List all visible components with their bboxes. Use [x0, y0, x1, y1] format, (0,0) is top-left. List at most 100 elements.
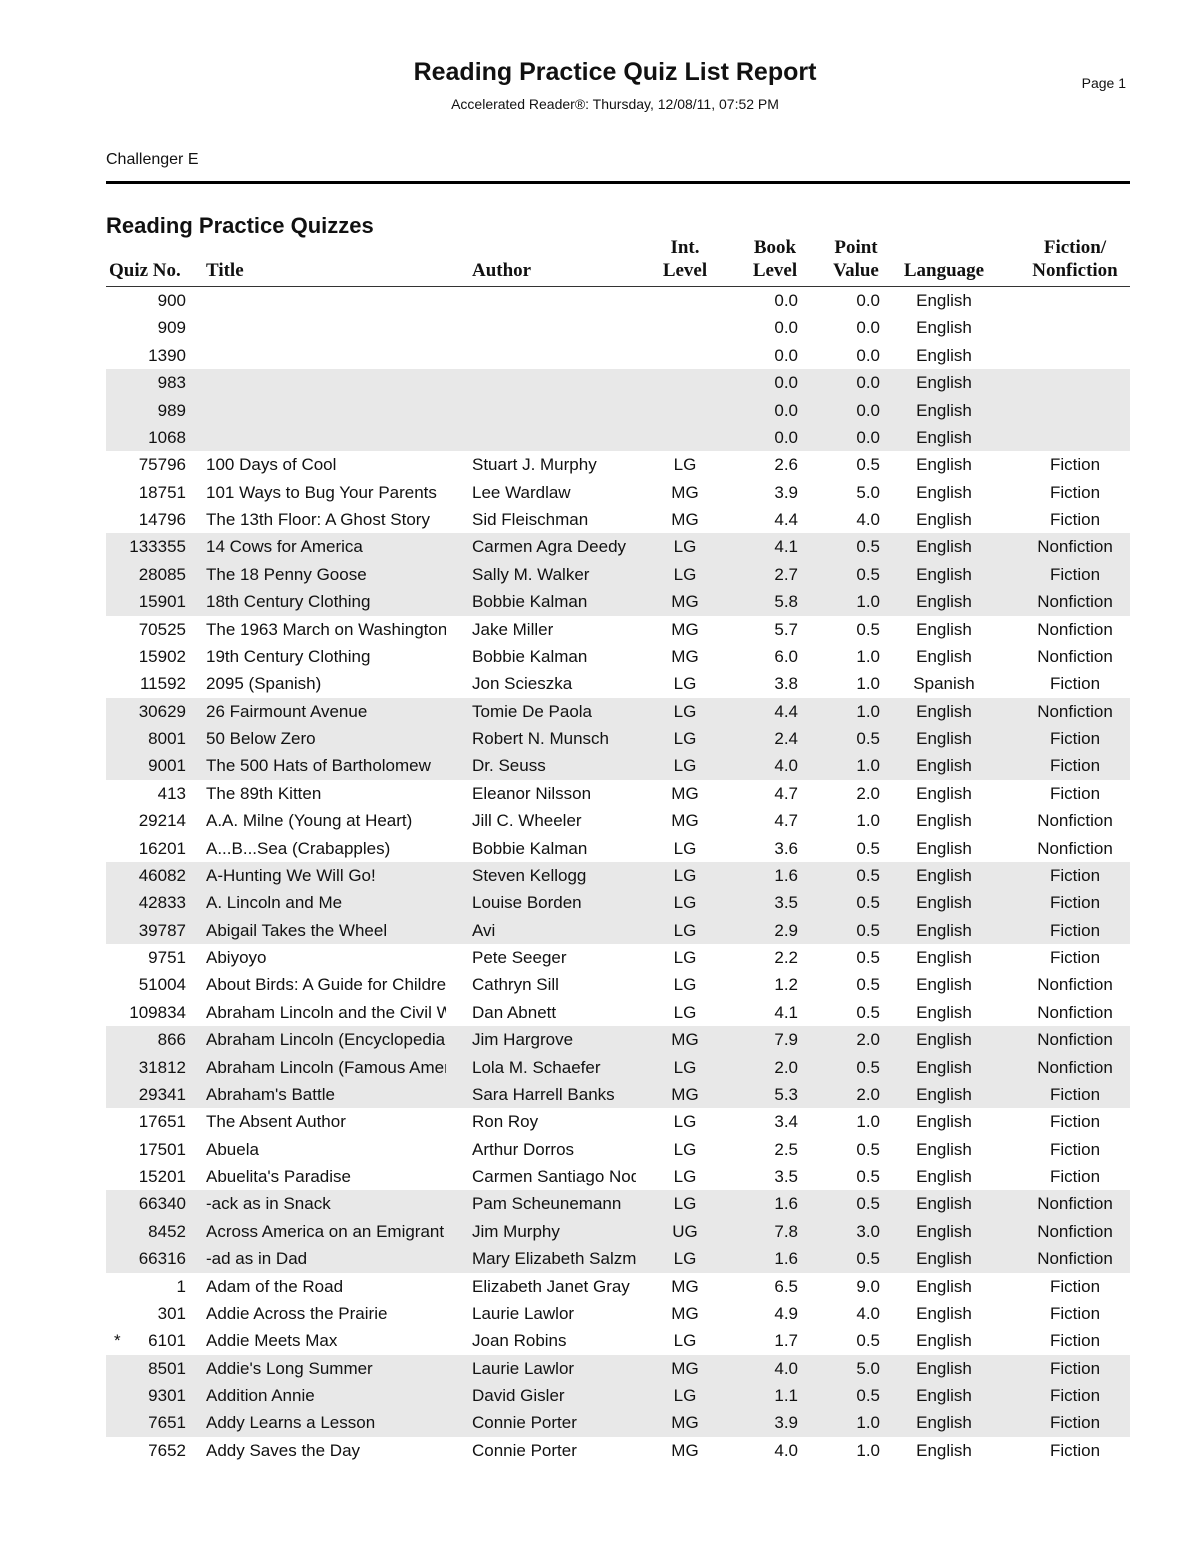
- cell-int-level: LG: [673, 1249, 697, 1269]
- cell-quiz-no: 866: [157, 1030, 186, 1050]
- cell-book-level: 4.9: [774, 1303, 798, 1323]
- cell-author: Bobbie Kalman: [472, 592, 588, 612]
- cell-language: English: [916, 1167, 972, 1186]
- table-row: 18751 101 Ways to Bug Your Parents Lee War…: [106, 479, 1130, 506]
- cell-point-value: 0.5: [856, 537, 880, 557]
- cell-title: The 89th Kitten: [206, 783, 322, 803]
- cell-point-value: 0.0: [856, 400, 880, 420]
- cell-book-level: 3.9: [774, 1413, 798, 1433]
- cell-book-level: 5.3: [774, 1084, 798, 1104]
- cell-book-level: 1.6: [774, 1194, 798, 1214]
- cell-author: Laurie Lawlor: [472, 1303, 575, 1323]
- cell-title: Abraham's Battle: [206, 1084, 335, 1104]
- cell-title: A-Hunting We Will Go!: [206, 865, 376, 885]
- cell-title: 100 Days of Cool: [206, 455, 337, 475]
- cell-author: Sara Harrell Banks: [472, 1084, 615, 1104]
- col-quiz-no: Quiz No.: [109, 260, 181, 281]
- cell-author: Pam Scheunemann: [472, 1194, 622, 1214]
- cell-book-level: 4.4: [774, 510, 798, 529]
- cell-language: English: [916, 975, 972, 995]
- cell-fiction-nonfiction: Fiction: [1049, 865, 1101, 885]
- cell-author: Joan Robins: [472, 1331, 567, 1351]
- cell-quiz-no: 133355: [129, 537, 186, 557]
- cell-title: The Absent Author: [206, 1112, 346, 1132]
- cell-book-level: 1.6: [774, 865, 798, 885]
- cell-quiz-no: 46082: [138, 865, 186, 885]
- cell-title: 14 Cows for America: [206, 537, 363, 557]
- cell-language: English: [916, 1249, 972, 1269]
- cell-book-level: 4.0: [774, 1440, 798, 1460]
- cell-title: Addie's Long Summer: [206, 1358, 373, 1378]
- cell-title: Addy Saves the Day: [206, 1440, 361, 1460]
- cell-author: Cathryn Sill: [472, 975, 559, 995]
- section-title: Reading Practice Quizzes: [106, 213, 374, 238]
- cell-quiz-no: 70525: [138, 619, 186, 639]
- cell-fiction-nonfiction: Nonfiction: [1037, 1057, 1113, 1077]
- cell-language: English: [916, 1440, 972, 1460]
- cell-book-level: 6.5: [774, 1276, 798, 1296]
- cell-fiction-nonfiction: Nonfiction: [1037, 975, 1113, 995]
- cell-language: English: [916, 619, 972, 639]
- table-row: 16201 A...B...Sea (Crabapples) Bobbie Kalm…: [106, 835, 1130, 862]
- cell-title: 19th Century Clothing: [206, 646, 371, 666]
- cell-int-level: LG: [673, 701, 697, 721]
- cell-fiction-nonfiction: Fiction: [1049, 455, 1101, 475]
- cell-language: English: [916, 510, 972, 529]
- cell-fiction-nonfiction: Nonfiction: [1037, 537, 1113, 557]
- table-row: 1 Adam of the Road Elizabeth Janet Gray MG 6…: [106, 1273, 1130, 1300]
- cell-point-value: 0.5: [856, 1331, 880, 1351]
- cell-point-value: 1.0: [856, 1440, 880, 1460]
- cell-title: About Birds: A Guide for Children: [206, 975, 446, 995]
- col-book-level-line2: Level: [752, 260, 798, 281]
- cell-quiz-no: 8001: [148, 729, 186, 748]
- cell-point-value: 0.5: [856, 619, 880, 639]
- cell-author: Connie Porter: [472, 1413, 577, 1433]
- cell-quiz-no: 9001: [148, 756, 186, 776]
- cell-book-level: 3.6: [774, 838, 798, 858]
- cell-fiction-nonfiction: Fiction: [1049, 674, 1101, 694]
- cell-quiz-no: 15901: [138, 592, 186, 612]
- table-row: 70525 The 1963 March on Washington Jake Mi…: [106, 616, 1130, 643]
- table-row: 133355 14 Cows for America Carmen Agra Dee…: [106, 533, 1130, 561]
- cell-fiction-nonfiction: Fiction: [1049, 1358, 1101, 1378]
- cell-title: Addy Learns a Lesson: [206, 1413, 376, 1433]
- cell-point-value: 0.5: [856, 1139, 880, 1159]
- cell-quiz-no: 7652: [148, 1440, 186, 1460]
- table-row: 15902 19th Century Clothing Bobbie Kalman M…: [106, 643, 1130, 670]
- col-author: Author: [472, 260, 532, 281]
- cell-point-value: 0.5: [856, 975, 880, 995]
- cell-book-level: 1.7: [774, 1331, 798, 1351]
- table-row: 15201 Abuelita's Paradise Carmen Santiago …: [106, 1163, 1130, 1190]
- cell-quiz-no: 1390: [148, 345, 186, 365]
- cell-title: Addition Annie: [206, 1386, 315, 1405]
- cell-book-level: 0.0: [774, 291, 798, 310]
- cell-book-level: 2.6: [774, 455, 798, 475]
- table-row: 866 Abraham Lincoln (Encyclopedia Jim Harg…: [106, 1026, 1130, 1054]
- cell-int-level: MG: [671, 646, 699, 666]
- cell-language: English: [916, 1002, 972, 1022]
- cell-book-level: 0.0: [774, 318, 798, 338]
- cell-int-level: LG: [673, 948, 697, 967]
- table-row: 75796 100 Days of Cool Stuart J. Murphy LG 2…: [106, 451, 1130, 478]
- cell-book-level: 3.5: [774, 893, 798, 913]
- cell-book-level: 7.9: [774, 1030, 798, 1050]
- cell-quiz-no: 909: [157, 318, 186, 338]
- cell-int-level: LG: [673, 756, 697, 776]
- cell-marker: *: [114, 1331, 121, 1351]
- cell-point-value: 0.5: [856, 729, 880, 748]
- cell-author: Connie Porter: [472, 1440, 577, 1460]
- cell-point-value: 1.0: [856, 646, 880, 666]
- cell-author: Dan Abnett: [472, 1002, 557, 1022]
- table-row: 17651 The Absent Author Ron Roy LG 3.4 1.0 Eng…: [106, 1108, 1130, 1135]
- cell-title: -ad as in Dad: [206, 1249, 308, 1269]
- cell-language: English: [916, 564, 972, 584]
- table-row: 15901 18th Century Clothing Bobbie Kalman M…: [106, 588, 1130, 616]
- table-row: 66316 -ad as in Dad Mary Elizabeth Salzman…: [106, 1245, 1130, 1273]
- cell-title: Abigail Takes the Wheel: [206, 920, 388, 940]
- cell-language: English: [916, 427, 972, 447]
- cell-int-level: MG: [671, 619, 699, 639]
- table-row: 1068 0.0 0.0 English: [106, 423, 1130, 452]
- col-int-level-line1: Int.: [670, 237, 700, 258]
- cell-fiction-nonfiction: Fiction: [1049, 1276, 1101, 1296]
- cell-language: English: [916, 1358, 972, 1378]
